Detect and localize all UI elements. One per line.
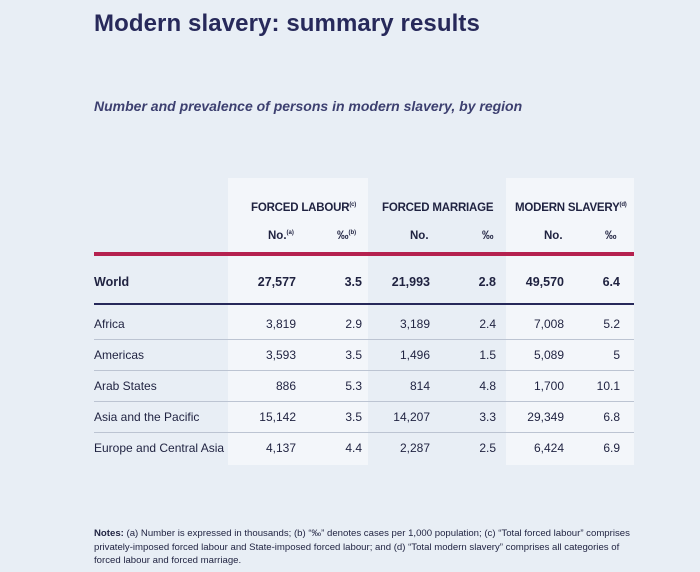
region-cell: Europe and Central Asia bbox=[94, 441, 225, 455]
group-header-modern-slavery: MODERN SLAVERY(d) bbox=[515, 202, 627, 214]
fl-number-cell: 27,577 bbox=[257, 275, 296, 289]
subheader-fl-number: No.(a) bbox=[268, 230, 294, 242]
ms-permille-cell: 6.9 bbox=[603, 441, 620, 455]
row-divider bbox=[94, 432, 634, 433]
fm-permille-cell: 2.8 bbox=[478, 275, 496, 289]
notes-text: (a) Number is expressed in thousands; (b… bbox=[94, 528, 630, 566]
fm-number-cell: 2,287 bbox=[399, 441, 430, 455]
fl-number-cell: 886 bbox=[275, 379, 296, 393]
header-rule bbox=[94, 252, 634, 256]
ms-permille-cell: 10.1 bbox=[596, 379, 620, 393]
region-cell: Americas bbox=[94, 348, 145, 362]
fl-permille-cell: 3.5 bbox=[344, 275, 362, 289]
row-divider bbox=[94, 370, 634, 371]
ms-number-cell: 1,700 bbox=[533, 379, 564, 393]
modern-slavery-column-band bbox=[506, 178, 634, 465]
fl-permille-cell: 3.5 bbox=[345, 348, 362, 362]
group-header-forced-marriage: FORCED MARRIAGE bbox=[382, 202, 494, 214]
ms-permille-cell: 6.4 bbox=[602, 275, 620, 289]
fm-permille-cell: 2.4 bbox=[479, 317, 496, 331]
table-notes: Notes: (a) Number is expressed in thousa… bbox=[94, 527, 639, 568]
fl-permille-cell: 2.9 bbox=[345, 317, 362, 331]
ms-permille-cell: 5 bbox=[613, 348, 620, 362]
region-cell: World bbox=[94, 275, 130, 289]
group-header-forced-labour: FORCED LABOUR(c) bbox=[251, 202, 357, 214]
fl-number-cell: 4,137 bbox=[265, 441, 296, 455]
ms-number-cell: 29,349 bbox=[527, 410, 564, 424]
subheader-fl-permille: ‰(b) bbox=[337, 230, 357, 242]
region-cell: Asia and the Pacific bbox=[94, 410, 200, 424]
ms-permille-cell: 6.8 bbox=[603, 410, 620, 424]
fm-number-cell: 814 bbox=[409, 379, 430, 393]
forced-labour-column-band bbox=[228, 178, 368, 465]
page-title: Modern slavery: summary results bbox=[94, 10, 480, 37]
region-cell: Arab States bbox=[94, 379, 157, 393]
fm-number-cell: 21,993 bbox=[391, 275, 430, 289]
row-divider bbox=[94, 339, 634, 340]
row-divider bbox=[94, 401, 634, 402]
fm-number-cell: 3,189 bbox=[399, 317, 430, 331]
notes-label: Notes: bbox=[94, 528, 124, 539]
region-cell: Africa bbox=[94, 317, 125, 331]
table-subtitle: Number and prevalence of persons in mode… bbox=[94, 98, 523, 114]
subheader-fm-number: No. bbox=[410, 230, 429, 242]
fm-permille-cell: 4.8 bbox=[479, 379, 496, 393]
ms-number-cell: 7,008 bbox=[533, 317, 564, 331]
ms-number-cell: 5,089 bbox=[533, 348, 564, 362]
world-rule bbox=[94, 303, 634, 305]
fl-permille-cell: 5.3 bbox=[345, 379, 362, 393]
fl-number-cell: 3,593 bbox=[265, 348, 296, 362]
fl-permille-cell: 3.5 bbox=[345, 410, 362, 424]
fm-number-cell: 14,207 bbox=[393, 410, 430, 424]
subheader-fm-permille: ‰ bbox=[482, 230, 494, 242]
fm-permille-cell: 3.3 bbox=[479, 410, 496, 424]
fm-number-cell: 1,496 bbox=[399, 348, 430, 362]
fl-number-cell: 3,819 bbox=[265, 317, 296, 331]
fl-permille-cell: 4.4 bbox=[345, 441, 362, 455]
fm-permille-cell: 1.5 bbox=[479, 348, 496, 362]
ms-number-cell: 49,570 bbox=[525, 275, 564, 289]
ms-number-cell: 6,424 bbox=[533, 441, 564, 455]
fl-number-cell: 15,142 bbox=[259, 410, 296, 424]
fm-permille-cell: 2.5 bbox=[479, 441, 496, 455]
subheader-ms-permille: ‰ bbox=[605, 230, 617, 242]
subheader-ms-number: No. bbox=[544, 230, 563, 242]
ms-permille-cell: 5.2 bbox=[603, 317, 620, 331]
